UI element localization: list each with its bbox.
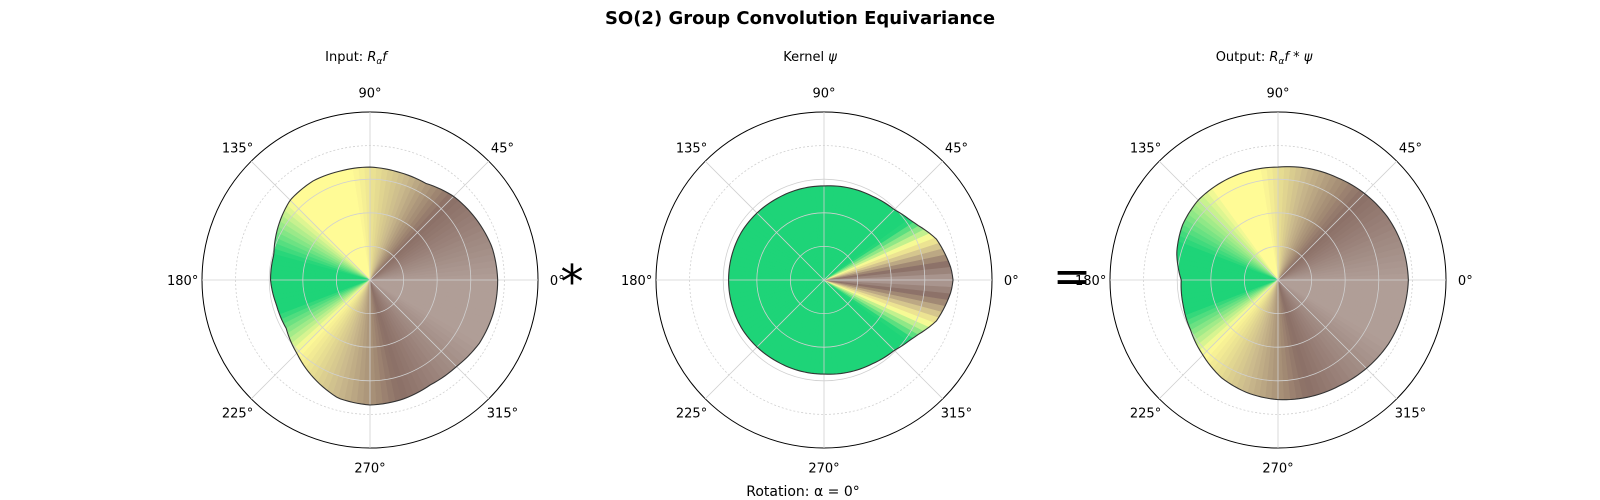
polar-area-fill — [270, 166, 499, 406]
panel-title-symbol: R — [1269, 50, 1278, 65]
angular-gridline — [1277, 279, 1398, 400]
angular-gridline — [704, 160, 825, 281]
angle-tick-label: 90° — [812, 87, 835, 102]
panel-title-symbol: ψ — [828, 50, 837, 65]
polar-area-fill — [1176, 166, 1409, 401]
angular-gridline — [250, 279, 371, 400]
panel-title-rest: f — [382, 50, 389, 65]
polar-panels: Input: Rαf0°45°90°135°180°225°270°315°Ke… — [167, 50, 1473, 476]
angle-tick-label: 45° — [945, 142, 968, 157]
polar-grid — [201, 111, 539, 449]
angle-tick-label: 45° — [1399, 142, 1422, 157]
equals-operator: = — [1053, 249, 1092, 303]
polar-panel-0: Input: Rαf 0° 45° 90° 135° 180° 225° 270° 315° — [167, 50, 565, 476]
panel-title: Kernel ψ — [783, 50, 837, 65]
angle-tick-label: 270° — [354, 461, 385, 476]
polar-panel-1: Kernel ψ 0° 45° 90° 135° 180° 225° 270° 315° — [621, 50, 1019, 476]
angle-tick-label: 315° — [1395, 406, 1426, 421]
angle-tick-labels: 0° 45° 90° 135° 180° 225° 270° 315° — [621, 87, 1019, 477]
angle-tick-label: 180° — [1075, 274, 1106, 289]
figure-title: SO(2) Group Convolution Equivariance — [605, 8, 995, 29]
panel-title-prefix: Input: — [325, 50, 367, 65]
panel-title-prefix: Output: — [1216, 50, 1270, 65]
panel-title-subscript: α — [376, 57, 382, 67]
angle-tick-label: 45° — [491, 142, 514, 157]
angular-gridline — [369, 279, 490, 400]
panel-title-symbol: R — [367, 50, 376, 65]
angular-gridline — [1277, 160, 1398, 281]
angle-tick-labels: 0° 45° 90° 135° 180° 225° 270° 315° — [167, 87, 565, 477]
angle-tick-label: 315° — [487, 406, 518, 421]
angular-gridline — [369, 160, 490, 281]
panel-title: Output: Rαf * ψ — [1216, 50, 1313, 67]
angle-tick-label: 315° — [941, 406, 972, 421]
angle-tick-label: 225° — [1130, 406, 1161, 421]
polar-outline — [728, 185, 954, 375]
angle-tick-label: 180° — [167, 274, 198, 289]
angle-tick-label: 225° — [676, 406, 707, 421]
panel-title-prefix: Kernel — [783, 50, 828, 65]
angle-tick-label: 270° — [808, 461, 839, 476]
angle-tick-label: 90° — [358, 87, 381, 102]
polar-outline — [269, 166, 499, 406]
angle-tick-label: 90° — [1266, 87, 1289, 102]
angular-gridline — [1158, 279, 1279, 400]
angle-tick-label: 0° — [550, 274, 565, 289]
panel-title-rest: f * ψ — [1284, 50, 1312, 65]
rotation-caption: Rotation: α = 0° — [746, 484, 859, 500]
angle-tick-label: 225° — [222, 406, 253, 421]
convolution-operator: * — [561, 255, 584, 309]
angle-tick-labels: 0° 45° 90° 135° 180° 225° 270° 315° — [1075, 87, 1473, 477]
panel-title: Input: Rαf — [325, 50, 389, 67]
polar-grid — [1109, 111, 1447, 449]
angular-gridline — [1158, 160, 1279, 281]
angle-tick-label: 135° — [676, 142, 707, 157]
polar-area-fill — [728, 185, 954, 375]
polar-outline — [1176, 166, 1409, 401]
angle-tick-label: 270° — [1262, 461, 1293, 476]
polar-grid — [655, 111, 993, 449]
angle-tick-label: 0° — [1458, 274, 1473, 289]
angular-gridline — [823, 279, 944, 400]
angular-gridline — [250, 160, 371, 281]
angle-tick-label: 180° — [621, 274, 652, 289]
angular-gridline — [704, 279, 825, 400]
polar-panel-2: Output: Rαf * ψ 0° 45° 90° 135° 180° 225° 270° 3… — [1075, 50, 1473, 476]
angle-tick-label: 135° — [222, 142, 253, 157]
angle-tick-label: 135° — [1130, 142, 1161, 157]
angle-tick-label: 0° — [1004, 274, 1019, 289]
angular-gridline — [823, 160, 944, 281]
panel-title-subscript: α — [1278, 57, 1284, 67]
